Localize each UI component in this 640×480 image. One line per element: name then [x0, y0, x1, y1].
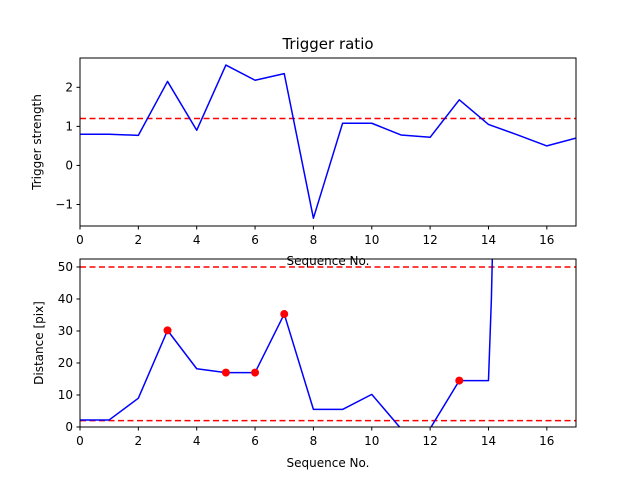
data-marker — [280, 310, 289, 319]
x-tick-label: 4 — [193, 233, 201, 247]
distance-subplot: Distance [pix] Sequence No. 0 2 4 6 8 10 12 14 1… — [32, 258, 577, 470]
x-axis-label: Sequence No. — [287, 254, 370, 268]
plot-area — [80, 259, 576, 427]
y-tick-label: −1 — [55, 198, 73, 212]
x-tick-label: 2 — [135, 233, 143, 247]
x-tick-label: 12 — [422, 233, 437, 247]
x-tick-label: 16 — [539, 434, 554, 448]
x-tick-label: 0 — [76, 434, 84, 448]
y-tick-label: 30 — [58, 324, 73, 338]
data-line — [80, 64, 576, 219]
y-tick-label: 40 — [58, 292, 73, 306]
data-marker — [251, 368, 260, 377]
y-tick-label: 0 — [65, 158, 73, 172]
x-tick-label: 12 — [422, 434, 437, 448]
y-tick-label: 1 — [65, 119, 73, 133]
x-tick-label: 8 — [310, 233, 318, 247]
y-tick-label: 10 — [58, 388, 73, 402]
x-tick-label: 0 — [76, 233, 84, 247]
x-tick-label: 14 — [481, 233, 496, 247]
x-tick-label: 2 — [135, 434, 143, 448]
x-tick-label: 6 — [251, 233, 259, 247]
x-tick-label: 10 — [364, 434, 379, 448]
ticks: 0 2 4 6 8 10 12 14 16 0 10 20 30 40 50 — [58, 260, 555, 448]
y-tick-label: 2 — [65, 80, 73, 94]
axes-frame — [79, 258, 577, 428]
x-axis-label: Sequence No. — [287, 456, 370, 470]
y-axis-label: Distance [pix] — [32, 301, 46, 385]
x-tick-label: 14 — [481, 434, 496, 448]
y-tick-label: 0 — [65, 420, 73, 434]
data-marker — [221, 368, 230, 377]
y-tick-label: 20 — [58, 356, 73, 370]
plot-area — [80, 64, 576, 219]
data-marker — [455, 376, 464, 385]
x-tick-label: 10 — [364, 233, 379, 247]
axes-frame — [79, 57, 577, 227]
chart-title: Trigger ratio — [281, 35, 373, 53]
x-tick-label: 16 — [539, 233, 554, 247]
x-tick-label: 6 — [251, 434, 259, 448]
data-marker — [163, 326, 172, 335]
y-axis-label: Trigger strength — [30, 94, 44, 191]
trigger-ratio-subplot: Trigger ratio Trigger strength Sequence … — [30, 35, 577, 268]
x-tick-label: 4 — [193, 434, 201, 448]
data-line — [80, 259, 494, 427]
x-tick-label: 8 — [310, 434, 318, 448]
y-tick-label: 50 — [58, 260, 73, 274]
